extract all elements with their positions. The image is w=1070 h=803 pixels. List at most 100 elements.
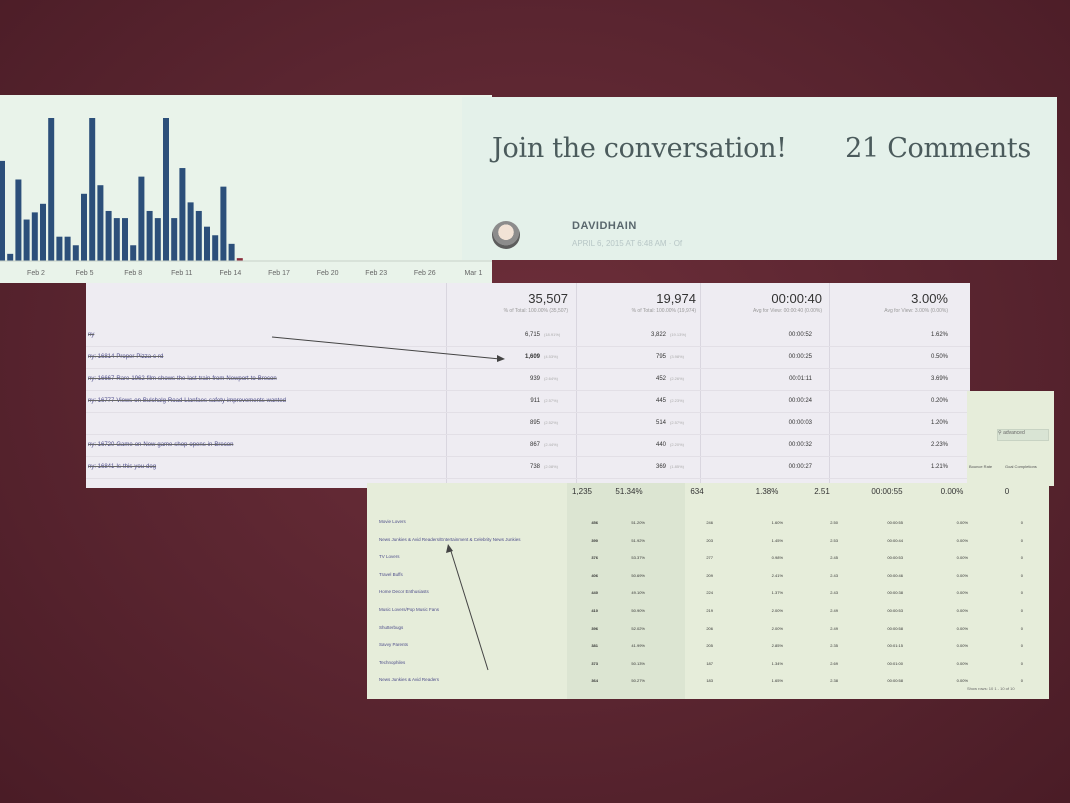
page-link[interactable]: ny: 16841-Is-this-you-dog [88, 464, 157, 470]
table-row[interactable]: Travel Buffs 406 50.69% 209 2.41% 2.43 00:00:4… [367, 568, 1049, 586]
chart-bar[interactable] [122, 218, 128, 261]
chart-bar[interactable] [204, 226, 210, 261]
table-row[interactable]: ny: 16814-Proper-Pizza-c-rd 1,609 (4.53%) 7… [86, 347, 970, 369]
page-link[interactable]: ny: 16814-Proper-Pizza-c-rd [88, 354, 164, 360]
unique-pageviews-percent: (19.13%) [670, 332, 687, 337]
table-cell: 0.00% [956, 572, 968, 578]
total-unique-pageviews: 19,974 % of Total: 100.00% (19,974) [631, 291, 696, 314]
interest-category-link[interactable]: Technophiles [379, 659, 406, 665]
chart-bar[interactable] [212, 235, 219, 261]
chart-bar[interactable] [40, 203, 46, 261]
table-cell: 50.90% [631, 608, 645, 613]
search-input[interactable]: ⚲ advanced [997, 429, 1049, 441]
table-cell: 00:00:58 [887, 625, 903, 631]
chart-bar[interactable] [31, 212, 38, 261]
interest-category-link[interactable]: Music Lovers/Pop Music Fans [379, 607, 440, 612]
table-cell: 2.38 [830, 678, 838, 684]
comment-author[interactable]: DAVIDHAIN [572, 220, 637, 232]
page-link[interactable]: ny: 16667-Rare-1962-film-shows-the-last-… [88, 376, 277, 382]
table-row[interactable]: ny: 16667-Rare-1962-film-shows-the-last-… [86, 369, 970, 391]
avatar[interactable] [492, 221, 520, 249]
table-cell: 0 [1020, 537, 1023, 543]
table-row[interactable]: News Junkies & Avid Readers/Entertainmen… [367, 533, 1049, 551]
chart-bar[interactable] [113, 218, 120, 261]
x-tick-label: Feb 20 [317, 270, 339, 277]
chart-bar[interactable] [81, 193, 87, 261]
table-row[interactable]: ny: 16720-Game-on-New-game-shop-opens-in… [86, 435, 970, 457]
unique-pageviews-value: 445 [655, 398, 666, 404]
chart-bar[interactable] [89, 118, 96, 261]
chart-bar[interactable] [228, 243, 235, 261]
table-row[interactable]: Movie Lovers 456 51.20% 246 1.60% 2.50 00:00:5… [367, 515, 1049, 533]
page-link[interactable]: ny [88, 332, 95, 338]
chart-bar[interactable] [0, 160, 5, 261]
bounce-rate-header[interactable]: Bounce Rate [969, 464, 993, 469]
column-total-value: 1,235 [571, 487, 593, 496]
table-cell: 2.45 [830, 555, 838, 561]
chart-bar[interactable] [97, 185, 104, 261]
goal-completions-header[interactable]: Goal Completions [1005, 464, 1037, 469]
pageviews-percent: (2.08%) [544, 464, 559, 469]
interest-category-link[interactable]: Shutterbugs [379, 624, 404, 630]
table-cell: 1.34% [771, 660, 783, 666]
chart-bar[interactable] [163, 118, 169, 261]
chart-bar[interactable] [195, 210, 202, 261]
table-row[interactable]: Technophiles 373 50.13% 187 1.34% 2.69 00:01:0… [367, 656, 1049, 674]
page-link[interactable]: ny: 16777-Views-on-Bulchalg-Road-Llanfae… [88, 398, 286, 404]
unique-pageviews-value: 795 [655, 354, 666, 360]
comments-section: Join the conversation! 21 Comments DAVID… [462, 97, 1057, 260]
comment-count[interactable]: 21 Comments [845, 133, 1031, 164]
total-pageviews: 35,507 % of Total: 100.00% (35,507) [503, 291, 568, 314]
table-row[interactable]: 895 (2.52%) 514 (2.57%) 00:00:03 1.20% [86, 413, 970, 435]
interest-category-link[interactable]: News Junkies & Avid Readers/Entertainmen… [379, 536, 521, 542]
chart-bar[interactable] [138, 176, 145, 261]
comment-timestamp: APRIL 6, 2015 AT 6:48 AM · Of [572, 239, 683, 248]
table-cell: 00:01:15 [887, 643, 903, 649]
chart-bar[interactable] [72, 245, 79, 261]
chart-bar[interactable] [179, 168, 186, 261]
table-row[interactable]: Music Lovers/Pop Music Fans 410 50.90% 219 2… [367, 603, 1049, 621]
chart-bar[interactable] [171, 218, 178, 261]
chart-bar[interactable] [48, 118, 55, 261]
chart-bar[interactable] [64, 236, 71, 261]
table-cell: 0.00% [956, 678, 968, 684]
table-row[interactable]: Savvy Parents 381 41.99% 205 2.85% 2.35 00:01:… [367, 638, 1049, 656]
table-cell: 0 [1020, 660, 1023, 666]
x-tick-label: Feb 8 [124, 270, 142, 277]
chart-bar[interactable] [23, 219, 30, 261]
chart-bar[interactable] [187, 202, 194, 261]
chart-bar[interactable] [105, 210, 112, 261]
pagination[interactable]: Show rows: 10 1 - 10 of 10 [967, 686, 1015, 691]
interest-category-link[interactable]: TV Lovers [379, 554, 400, 560]
avg-time-value: 00:00:27 [788, 464, 812, 470]
table-row[interactable]: ny 6,715 (18.91%) 3,822 (19.13%) 00:00:52 1.62… [86, 325, 970, 347]
chart-bar[interactable] [154, 218, 161, 261]
table-row[interactable]: ny: 16841-Is-this-you-dog 738 (2.08%) 369 (1… [86, 457, 970, 479]
interest-category-link[interactable]: Movie Lovers [379, 519, 406, 524]
table-row[interactable]: ny: 16777-Views-on-Bulchalg-Road-Llanfae… [86, 391, 970, 413]
table-cell: 277 [706, 555, 713, 561]
chart-bar[interactable] [130, 245, 137, 261]
interest-category-link[interactable]: Travel Buffs [379, 571, 403, 577]
table-row[interactable]: Shutterbugs 396 52.02% 206 2.00% 2.49 00:00:58… [367, 621, 1049, 639]
table-cell: 0.00% [956, 590, 968, 596]
interest-category-link[interactable]: News Junkies & Avid Readers [379, 677, 439, 683]
interest-category-link[interactable]: Home Decor Enthusiasts [379, 589, 429, 595]
chart-bar[interactable] [146, 210, 153, 261]
chart-bar[interactable] [220, 186, 227, 261]
table-cell: 0.00% [956, 608, 968, 613]
chart-bar[interactable] [7, 253, 14, 261]
table-cell: 0.00% [956, 660, 968, 666]
page-link[interactable]: ny: 16720-Game-on-New-game-shop-opens-in… [88, 442, 234, 448]
table-cell: 1.37% [771, 590, 783, 596]
interest-category-link[interactable]: Savvy Parents [379, 642, 409, 648]
chart-bar[interactable] [56, 236, 63, 261]
chart-bar[interactable] [236, 258, 243, 261]
table-row[interactable]: News Junkies & Avid Readers 364 50.27% 183 1… [367, 673, 1049, 691]
table-row[interactable]: Home Decor Enthusiasts 440 49.10% 224 1.37% 2… [367, 585, 1049, 603]
table-row[interactable]: TV Lovers 376 53.37% 277 0.98% 2.45 00:00:53 0.… [367, 550, 1049, 568]
table-cell: 0 [1020, 608, 1023, 613]
chart-bar[interactable] [15, 179, 22, 261]
column-total: 00:00:55 [867, 487, 907, 496]
column-divider [700, 283, 701, 488]
